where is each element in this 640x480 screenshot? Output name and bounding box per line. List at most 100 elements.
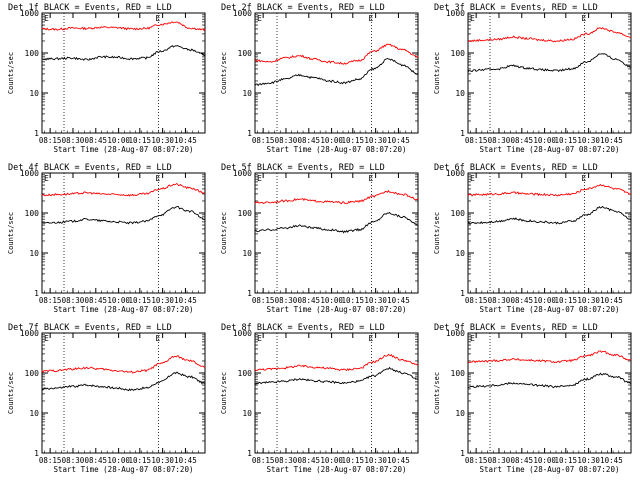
- x-tick-label: 10:15: [555, 136, 578, 145]
- y-tick-label: 1: [34, 449, 39, 458]
- x-tick-label: 10:15: [342, 136, 365, 145]
- lld-series-line: [467, 350, 632, 364]
- y-axis-label: Counts/sec: [7, 52, 15, 94]
- x-axis-label: Start Time (28-Aug-07 08:07:20): [480, 145, 620, 154]
- y-axis-label: Counts/sec: [220, 212, 228, 254]
- y-tick-label: 100: [25, 369, 40, 378]
- event-marker-label: E: [257, 334, 262, 343]
- y-tick-label: 10: [29, 409, 39, 418]
- x-axis-label: Start Time (28-Aug-07 08:07:20): [54, 465, 194, 474]
- event-marker-label: E: [582, 334, 587, 343]
- x-tick-label: 10:00: [107, 456, 130, 465]
- x-tick-label: 08:45: [298, 136, 321, 145]
- x-axis-label: Start Time (28-Aug-07 08:07:20): [480, 305, 620, 314]
- event-marker-label: E: [582, 174, 587, 183]
- chart-panel: Det 7f BLACK = Events, RED = LLD Counts/s…: [7, 323, 206, 474]
- y-tick-label: 1: [247, 129, 252, 138]
- x-tick-label: 08:45: [298, 456, 321, 465]
- x-tick-label: 08:15: [465, 296, 488, 305]
- y-tick-label: 100: [25, 49, 40, 58]
- y-tick-label: 1000: [233, 9, 252, 18]
- x-tick-label: 10:00: [320, 136, 343, 145]
- chart-panel: Det 1f BLACK = Events, RED = LLD Counts/s…: [7, 3, 206, 154]
- plot-frame: [254, 12, 419, 134]
- x-tick-label: 10:15: [129, 296, 152, 305]
- x-tick-label: 08:30: [275, 456, 298, 465]
- chart-title: Det 7f BLACK = Events, RED = LLD: [8, 323, 172, 333]
- event-marker-label: E: [156, 174, 161, 183]
- x-tick-label: 08:45: [511, 456, 534, 465]
- y-tick-label: 1000: [233, 169, 252, 178]
- x-tick-label: 08:15: [39, 136, 62, 145]
- x-tick-label: 10:30: [577, 136, 600, 145]
- x-tick-label: 08:30: [488, 136, 511, 145]
- y-tick-label: 10: [29, 249, 39, 258]
- x-tick-label: 10:00: [107, 136, 130, 145]
- chart-title: Det 2f BLACK = Events, RED = LLD: [221, 3, 385, 13]
- x-tick-label: 10:00: [533, 456, 556, 465]
- x-tick-label: 10:45: [174, 456, 197, 465]
- y-tick-label: 10: [455, 409, 465, 418]
- x-tick-label: 10:00: [107, 296, 130, 305]
- x-tick-label: 08:45: [85, 456, 108, 465]
- y-tick-label: 100: [451, 369, 466, 378]
- event-marker-label: E: [156, 14, 161, 23]
- chart-panel: Det 5f BLACK = Events, RED = LLD Counts/s…: [220, 163, 419, 314]
- lld-series-line: [254, 353, 419, 372]
- x-tick-label: 10:45: [174, 136, 197, 145]
- chart-panel: Det 2f BLACK = Events, RED = LLD Counts/s…: [220, 3, 419, 154]
- y-axis-label: Counts/sec: [433, 372, 441, 414]
- lld-series-line: [467, 27, 632, 43]
- x-tick-label: 10:00: [533, 136, 556, 145]
- y-axis-label: Counts/sec: [433, 52, 441, 94]
- lld-series-line: [254, 189, 419, 205]
- y-tick-label: 1: [460, 129, 465, 138]
- event-marker-label: E: [44, 174, 49, 183]
- chart-title: Det 3f BLACK = Events, RED = LLD: [434, 3, 598, 13]
- y-tick-label: 1000: [446, 9, 465, 18]
- y-tick-label: 100: [451, 209, 466, 218]
- x-tick-label: 10:15: [555, 456, 578, 465]
- plot-frame: [254, 172, 419, 294]
- y-tick-label: 1000: [20, 169, 39, 178]
- events-series-line: [467, 205, 632, 225]
- x-tick-label: 08:30: [488, 456, 511, 465]
- events-series-line: [41, 44, 205, 61]
- y-tick-label: 1: [247, 449, 252, 458]
- y-tick-label: 1000: [446, 329, 465, 338]
- x-tick-label: 10:30: [151, 296, 174, 305]
- x-tick-label: 10:30: [364, 456, 387, 465]
- events-series-line: [467, 53, 632, 73]
- y-tick-label: 100: [25, 209, 40, 218]
- x-tick-label: 10:45: [387, 296, 410, 305]
- x-tick-label: 10:15: [342, 456, 365, 465]
- y-tick-label: 10: [29, 89, 39, 98]
- x-tick-label: 10:30: [151, 136, 174, 145]
- event-marker-label: E: [257, 174, 262, 183]
- y-axis-label: Counts/sec: [433, 212, 441, 254]
- lld-series-line: [41, 355, 206, 374]
- y-axis-label: Counts/sec: [220, 52, 228, 94]
- x-tick-label: 08:30: [275, 296, 298, 305]
- plot-frame: [41, 12, 206, 134]
- x-tick-label: 10:00: [320, 296, 343, 305]
- chart-title: Det 6f BLACK = Events, RED = LLD: [434, 163, 598, 173]
- event-marker-label: E: [470, 334, 475, 343]
- x-tick-label: 10:30: [151, 456, 174, 465]
- y-tick-label: 1: [34, 129, 39, 138]
- lld-series-line: [467, 183, 632, 197]
- events-series-line: [254, 211, 419, 234]
- x-tick-label: 10:30: [364, 136, 387, 145]
- x-axis-label: Start Time (28-Aug-07 08:07:20): [54, 145, 194, 154]
- x-tick-label: 08:15: [39, 296, 62, 305]
- y-tick-label: 1: [34, 289, 39, 298]
- x-tick-label: 10:30: [577, 296, 600, 305]
- chart-panel: Det 4f BLACK = Events, RED = LLD Counts/s…: [7, 163, 206, 314]
- plot-frame: [467, 12, 632, 134]
- x-tick-label: 08:45: [85, 296, 108, 305]
- chart-title: Det 9f BLACK = Events, RED = LLD: [434, 323, 598, 333]
- plot-frame: [254, 332, 419, 454]
- y-axis-label: Counts/sec: [220, 372, 228, 414]
- chart-title: Det 5f BLACK = Events, RED = LLD: [221, 163, 385, 173]
